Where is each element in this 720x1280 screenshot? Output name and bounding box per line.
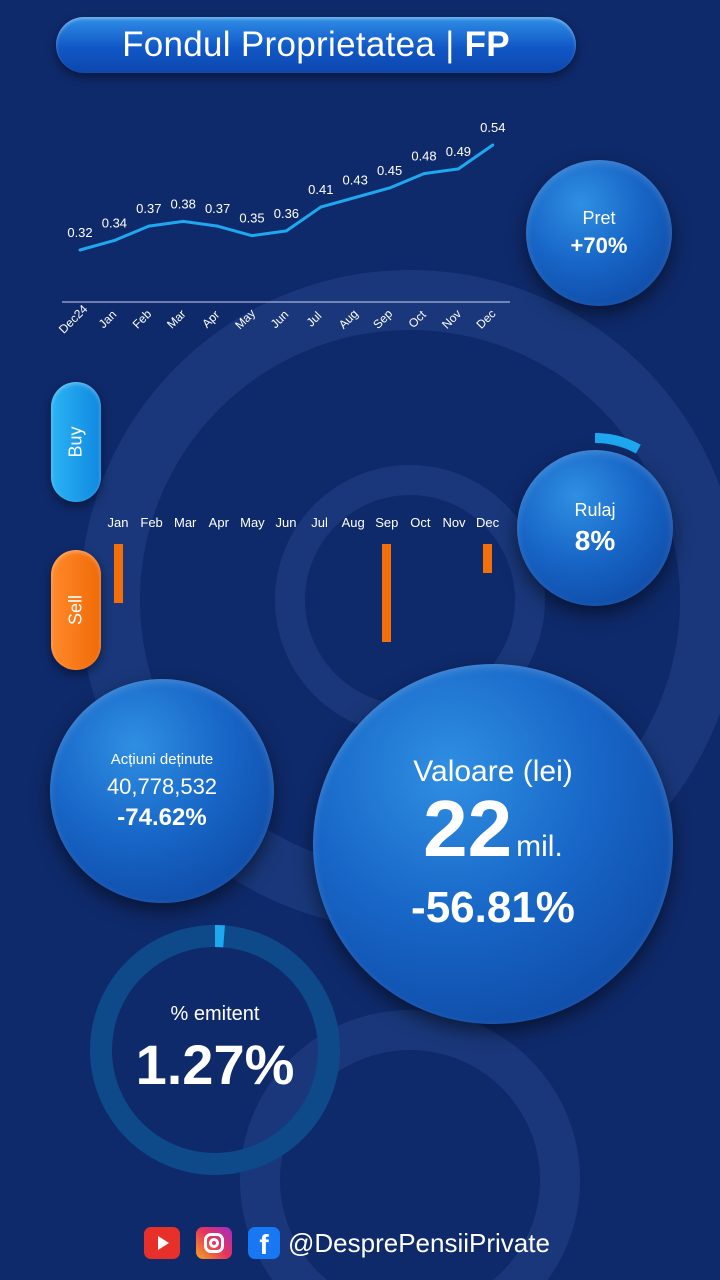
facebook-icon[interactable]: f [248, 1227, 280, 1259]
sell-bar [382, 544, 392, 642]
price-data-label: 0.35 [239, 211, 264, 226]
x-tick-label: Aug [336, 307, 361, 332]
price-point [216, 224, 220, 228]
buy-label-pill: Buy [51, 382, 101, 502]
rulaj-arc-fill [594, 433, 641, 454]
price-point [388, 186, 392, 190]
price-data-label: 0.32 [67, 225, 92, 240]
price-data-label: 0.38 [171, 196, 196, 211]
month-label: May [240, 515, 265, 530]
valoare-label: Valoare (lei) [413, 755, 573, 788]
buy-label: Buy [65, 426, 86, 458]
pret-value: +70% [570, 232, 628, 258]
month-label: Aug [341, 515, 365, 530]
rulaj-label: Rulaj [574, 499, 616, 520]
price-point [112, 238, 116, 242]
instagram-icon[interactable] [196, 1227, 232, 1259]
valoare-bubble: Valoare (lei) 22 mil. -56.81% [313, 664, 673, 1024]
price-point [456, 167, 460, 171]
rulaj-bubble: Rulaj 8% [517, 450, 673, 606]
actiuni-count: 40,778,532 [106, 773, 218, 799]
title-pill: Fondul Proprietatea | FP [56, 17, 576, 73]
price-data-label: 0.41 [308, 182, 333, 197]
month-label: Feb [140, 515, 163, 530]
price-point [78, 248, 82, 252]
month-label: Sep [375, 515, 399, 530]
price-data-label: 0.45 [377, 163, 402, 178]
pret-label: Pret [582, 207, 616, 228]
price-point [250, 234, 254, 238]
actiuni-label: Acțiuni deținute [110, 750, 214, 768]
sell-label: Sell [65, 594, 86, 626]
price-point [181, 219, 185, 223]
emitent-ring [90, 925, 340, 1175]
rulaj-value: 8% [574, 524, 616, 556]
x-tick-label: Sep [370, 306, 395, 331]
fund-name: Fondul Proprietatea [122, 25, 436, 64]
month-axis: Jan Feb Mar Apr May Jun Jul Aug Sep Oct Nov Dec [0, 515, 720, 535]
month-label: Oct [410, 515, 431, 530]
price-point [422, 172, 426, 176]
month-label: Apr [208, 515, 229, 530]
month-label: Jan [107, 515, 129, 530]
price-data-label: 0.48 [411, 149, 436, 164]
pret-bubble: Pret +70% [526, 160, 672, 306]
month-label: Mar [173, 515, 197, 530]
sell-bar [483, 544, 493, 574]
youtube-icon[interactable] [144, 1227, 180, 1259]
price-point [491, 143, 495, 147]
sell-bar [113, 544, 123, 603]
x-tick-label: Apr [199, 308, 222, 331]
price-data-label: 0.49 [446, 144, 471, 159]
x-tick-label: Dec24 [56, 302, 91, 337]
x-tick-label: Jan [96, 307, 120, 331]
price-point [353, 196, 357, 199]
valoare-amount: 22 mil. [423, 789, 563, 869]
price-point [284, 229, 288, 233]
emitent-value: 1.27% [135, 1033, 295, 1096]
x-tick-label: Oct [406, 307, 430, 331]
x-tick-label: Nov [439, 307, 464, 332]
price-data-label: 0.36 [274, 206, 299, 221]
price-data-label: 0.34 [102, 215, 127, 230]
month-label: Jun [275, 515, 297, 530]
price-data-label: 0.37 [205, 201, 230, 216]
price-line-chart: 0.32 Dec24 0.34 Jan 0.37 Feb 0.38 Mar 0.37 Apr 0.3… [56, 120, 510, 337]
price-data-label: 0.54 [480, 120, 505, 135]
month-label: Dec [476, 515, 500, 530]
x-tick-label: Jun [268, 307, 292, 331]
price-data-label: 0.37 [136, 201, 161, 216]
fund-ticker: FP [464, 25, 510, 64]
social-handle[interactable]: @DesprePensiiPrivate [288, 1227, 550, 1258]
price-data-label: 0.43 [343, 173, 368, 188]
x-tick-label: Dec [473, 307, 498, 332]
x-tick-label: Mar [164, 307, 189, 332]
x-tick-label: Feb [130, 307, 155, 332]
social-footer: f @DesprePensiiPrivate [144, 1225, 550, 1261]
valoare-number: 22 [423, 784, 513, 873]
sell-label-pill: Sell [51, 550, 101, 670]
valoare-unit: mil. [516, 830, 563, 863]
title-separator: | [445, 25, 455, 64]
actiuni-bubble: Acțiuni deținute 40,778,532 -74.62% [50, 679, 274, 903]
emitent-label: % emitent [170, 1003, 260, 1025]
valoare-change: -56.81% [411, 883, 575, 932]
rulaj-progress-arc [594, 433, 641, 454]
month-label: Nov [442, 515, 466, 530]
x-tick-label: Jul [304, 309, 325, 330]
x-tick-label: May [232, 306, 258, 332]
price-point [319, 205, 323, 209]
price-point [147, 224, 151, 228]
actiuni-change: -74.62% [117, 803, 207, 831]
month-label: Jul [311, 515, 328, 530]
